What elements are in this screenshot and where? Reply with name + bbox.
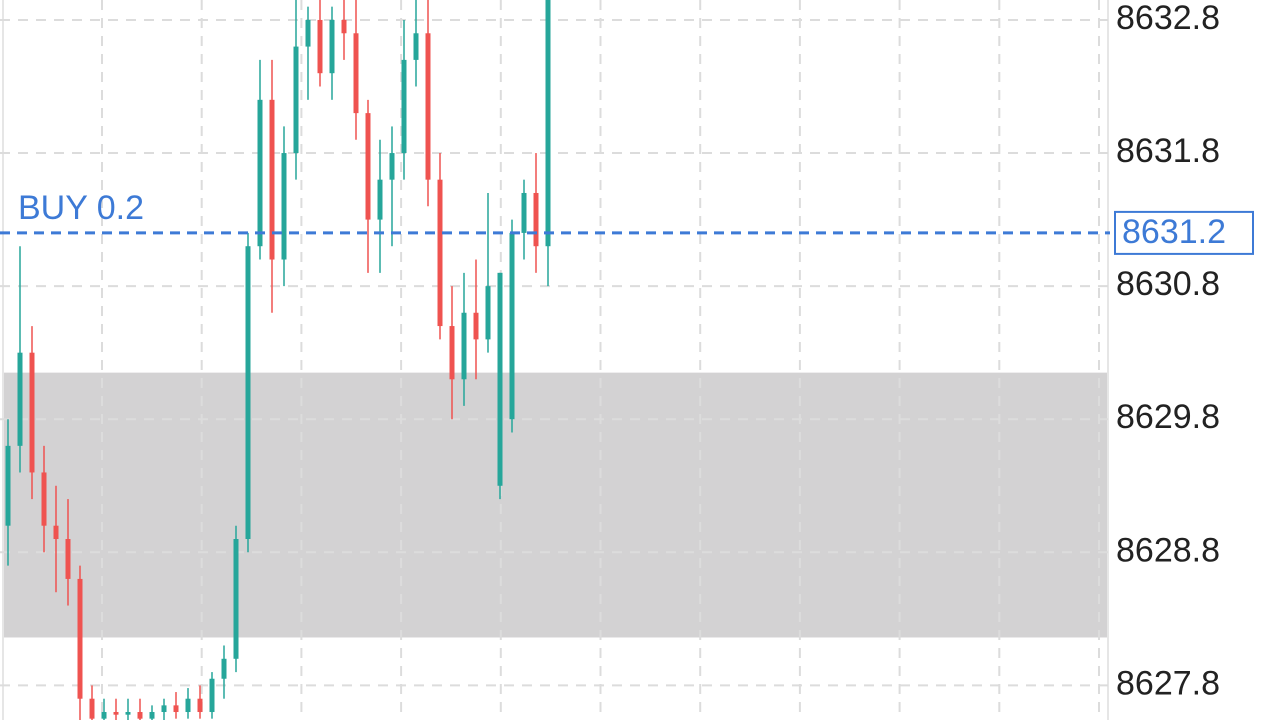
candle-body	[533, 192, 539, 247]
candle-body	[101, 712, 107, 719]
candle-body	[305, 19, 311, 47]
candle-body	[509, 232, 515, 420]
candle-body	[137, 712, 143, 719]
candle-body	[185, 698, 191, 713]
y-tick-label: 8628.8	[1116, 531, 1220, 569]
candle-body	[461, 312, 467, 380]
candle-body	[413, 33, 419, 60]
candle-body	[521, 192, 527, 233]
candle-body	[473, 312, 479, 340]
candle-body	[149, 712, 155, 719]
candle-body	[329, 19, 335, 74]
candle-body	[245, 246, 251, 540]
candle-body	[353, 33, 359, 114]
y-tick-label: 8629.8	[1116, 398, 1220, 436]
candle-body	[41, 472, 47, 526]
y-tick-label: 8631.8	[1116, 132, 1220, 170]
order-label: BUY 0.2	[18, 189, 144, 227]
candle-body	[17, 352, 23, 446]
candle-body	[209, 678, 215, 713]
order-price-box	[1114, 210, 1254, 255]
candle-body	[161, 705, 167, 713]
candle-body	[269, 99, 275, 260]
y-tick-label: 8632.8	[1116, 0, 1220, 37]
candle-body	[341, 19, 347, 34]
order-price: 8631.2	[1122, 213, 1226, 251]
zone	[4, 372, 1108, 638]
candle-body	[317, 19, 323, 74]
candle-body	[65, 539, 71, 579]
candle-body	[401, 59, 407, 154]
candle-body	[53, 525, 59, 540]
candle-body	[389, 153, 395, 180]
candle-body	[281, 153, 287, 260]
candle-body	[257, 99, 263, 247]
y-tick-label: 8627.8	[1116, 664, 1220, 702]
y-tick-label: 8630.8	[1116, 265, 1220, 303]
candle-body	[425, 33, 431, 180]
candle-body	[197, 698, 203, 713]
candle-body	[125, 712, 131, 715]
candle-body	[5, 445, 11, 526]
candle-body	[545, 0, 551, 247]
candle-body	[77, 578, 83, 699]
candle-body	[113, 712, 119, 715]
candle-body	[365, 113, 371, 220]
candle-body	[437, 179, 443, 327]
candle-body	[377, 179, 383, 220]
candle-body	[293, 46, 299, 154]
candle-body	[497, 272, 503, 486]
candle-body	[173, 705, 179, 713]
candle-body	[89, 698, 95, 719]
candle-body	[485, 286, 491, 340]
candle-body	[221, 658, 227, 679]
candle-body	[449, 326, 455, 380]
candle-body	[233, 539, 239, 659]
candle-body	[29, 352, 35, 473]
